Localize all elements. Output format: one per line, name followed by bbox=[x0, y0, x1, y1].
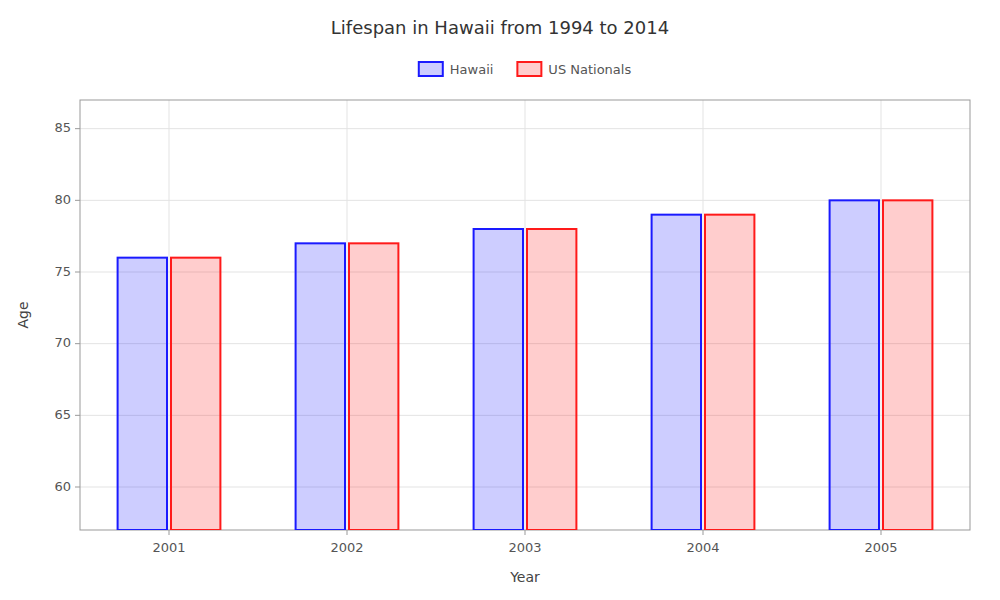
y-tick bbox=[75, 487, 80, 488]
x-tick-label: 2003 bbox=[508, 540, 541, 555]
bar bbox=[474, 229, 523, 530]
bar bbox=[527, 229, 576, 530]
x-tick-label: 2004 bbox=[686, 540, 719, 555]
bar bbox=[705, 215, 754, 530]
x-grid-line bbox=[525, 100, 526, 530]
x-tick bbox=[525, 530, 526, 535]
y-tick bbox=[75, 200, 80, 201]
x-grid-line bbox=[703, 100, 704, 530]
x-tick bbox=[169, 530, 170, 535]
legend-swatch bbox=[419, 62, 443, 76]
x-tick-label: 2001 bbox=[152, 540, 185, 555]
y-axis-label: Age bbox=[15, 301, 31, 328]
x-tick-label: 2002 bbox=[330, 540, 363, 555]
legend: Hawaii US Nationals bbox=[419, 62, 632, 77]
bar bbox=[883, 200, 932, 530]
y-tick-label: 75 bbox=[54, 264, 71, 279]
y-tick-label: 85 bbox=[54, 120, 71, 135]
bar bbox=[171, 258, 220, 530]
chart: 60 65 70 75 80 85 2001 2002 2003 2004 2005 Year Age L… bbox=[0, 0, 1000, 600]
bar bbox=[830, 200, 879, 530]
y-tick-label: 80 bbox=[54, 192, 71, 207]
legend-swatch bbox=[517, 62, 541, 76]
axes: 60 65 70 75 80 85 2001 2002 2003 2004 2005 bbox=[54, 120, 897, 555]
bars bbox=[118, 200, 933, 530]
y-tick-label: 65 bbox=[54, 407, 71, 422]
x-grid-line bbox=[347, 100, 348, 530]
plot-frame bbox=[80, 100, 970, 530]
x-grid-line bbox=[169, 100, 170, 530]
legend-label: Hawaii bbox=[450, 62, 494, 77]
chart-container: 60 65 70 75 80 85 2001 2002 2003 2004 2005 Year Age L… bbox=[0, 0, 1000, 600]
x-axis-label: Year bbox=[509, 569, 540, 585]
legend-item: US Nationals bbox=[517, 62, 631, 77]
grid bbox=[80, 100, 970, 530]
bar bbox=[652, 215, 701, 530]
y-tick bbox=[75, 272, 80, 273]
bar bbox=[349, 243, 398, 530]
y-tick bbox=[75, 415, 80, 416]
legend-label: US Nationals bbox=[548, 62, 631, 77]
y-tick-label: 70 bbox=[54, 335, 71, 350]
legend-item: Hawaii bbox=[419, 62, 494, 77]
x-tick bbox=[703, 530, 704, 535]
y-tick-label: 60 bbox=[54, 479, 71, 494]
bar bbox=[118, 258, 167, 530]
x-tick bbox=[881, 530, 882, 535]
bar bbox=[296, 243, 345, 530]
x-tick-label: 2005 bbox=[864, 540, 897, 555]
title: Lifespan in Hawaii from 1994 to 2014 bbox=[331, 17, 669, 38]
x-tick bbox=[347, 530, 348, 535]
x-grid-line bbox=[881, 100, 882, 530]
y-tick bbox=[75, 128, 80, 129]
y-tick bbox=[75, 343, 80, 344]
